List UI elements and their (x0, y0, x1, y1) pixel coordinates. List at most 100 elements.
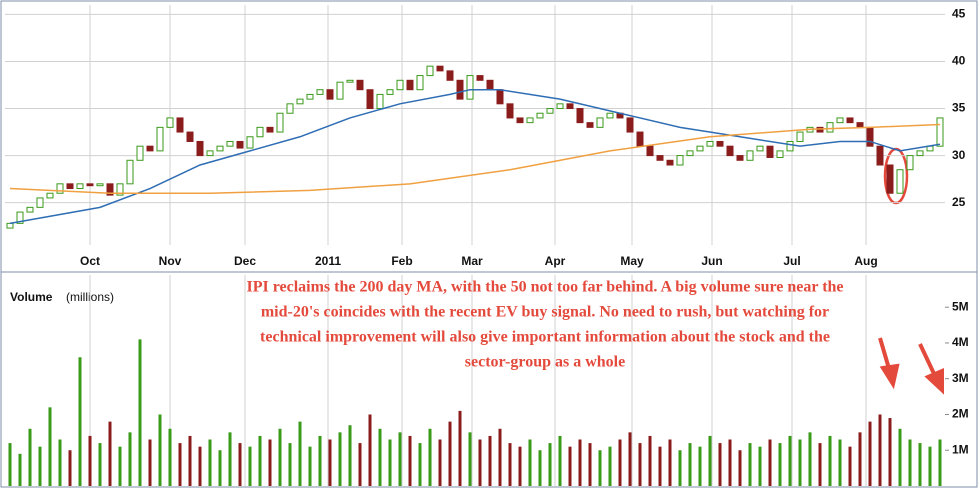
volume-bar (578, 439, 582, 486)
candle (796, 131, 804, 142)
volume-label: Volume (10, 290, 53, 304)
candle (506, 103, 514, 119)
candle (916, 150, 924, 157)
volume-bar (728, 439, 732, 486)
volume-bar (648, 435, 652, 486)
candle (416, 75, 424, 91)
candle (136, 145, 144, 161)
candle (826, 122, 834, 133)
candle (116, 183, 124, 196)
candle (226, 140, 234, 147)
x-tick-label: 2011 (315, 254, 341, 268)
candle (786, 140, 794, 152)
moving-average (9, 88, 941, 225)
candle (666, 159, 674, 166)
volume-bar (8, 443, 12, 486)
candle (606, 112, 614, 119)
x-tick-label: Mar (461, 254, 483, 268)
candle (146, 145, 154, 152)
candle (906, 155, 914, 171)
y-tick-label: 1M (952, 442, 969, 456)
volume-bar (238, 443, 242, 486)
candle (286, 103, 294, 114)
candle (476, 75, 484, 81)
candle (26, 206, 34, 213)
volume-bar (898, 428, 902, 486)
volume-bar (638, 443, 642, 486)
candle (56, 183, 64, 194)
volume-bar (778, 443, 782, 486)
volume-bar (558, 435, 562, 486)
moving-average (9, 123, 941, 194)
volume-bar (768, 439, 772, 486)
volume-bar (508, 443, 512, 486)
candle (536, 112, 544, 119)
candle (246, 136, 254, 149)
volume-bar (518, 446, 522, 486)
volume-bar (688, 443, 692, 486)
candle (866, 126, 874, 147)
volume-bar (58, 439, 62, 486)
candle (626, 117, 634, 133)
volume-bar (668, 439, 672, 486)
candle (176, 117, 184, 133)
volume-bar (788, 435, 792, 486)
candle (586, 122, 594, 128)
candle (766, 145, 774, 158)
candle (196, 140, 204, 157)
candle (726, 145, 734, 157)
volume-bar (388, 439, 392, 486)
candle (716, 140, 724, 147)
candle (386, 89, 394, 95)
candle (316, 89, 324, 95)
y-tick-label: 5M (952, 299, 969, 313)
candle (216, 145, 224, 152)
volume-bar (198, 446, 202, 486)
volume-bar (378, 428, 382, 486)
volume-bar (358, 443, 362, 486)
candle (96, 183, 104, 187)
candle (466, 75, 474, 100)
volume-bar (68, 450, 72, 486)
candle (496, 89, 504, 105)
volume-bar (618, 439, 622, 486)
x-tick-label: Aug (854, 254, 877, 268)
candle (886, 164, 894, 194)
candle (876, 145, 884, 166)
volume-bar (808, 432, 812, 486)
volume-bar (468, 432, 472, 486)
volume-bar (38, 446, 42, 486)
volume-bar (848, 446, 852, 486)
volume-bar (348, 425, 352, 486)
volume-bar (288, 443, 292, 486)
volume-bar (858, 432, 862, 486)
candle (596, 117, 604, 128)
volume-bar (138, 339, 142, 486)
candle (676, 155, 684, 166)
candle (126, 159, 134, 185)
x-tick-label: Jun (701, 254, 722, 268)
volume-bar (838, 439, 842, 486)
volume-bar (718, 443, 722, 486)
volume-bar (758, 446, 762, 486)
y-tick-label: 30 (952, 148, 966, 162)
arrows (878, 337, 944, 395)
candle (276, 112, 284, 133)
volume-bar (208, 439, 212, 486)
candle (256, 126, 264, 138)
volume-bar (878, 414, 882, 486)
candle (266, 126, 274, 133)
volume-bar (98, 443, 102, 486)
candle (696, 145, 704, 152)
candle (836, 117, 844, 124)
volume-bar (938, 439, 942, 486)
volume-bar (498, 428, 502, 486)
candle (436, 65, 444, 72)
volume-bar (308, 446, 312, 486)
volume-bar (488, 435, 492, 486)
volume-bar (48, 407, 52, 486)
x-tick-label: Dec (234, 254, 256, 268)
volume-bar (528, 439, 532, 486)
volume-bar (548, 443, 552, 486)
